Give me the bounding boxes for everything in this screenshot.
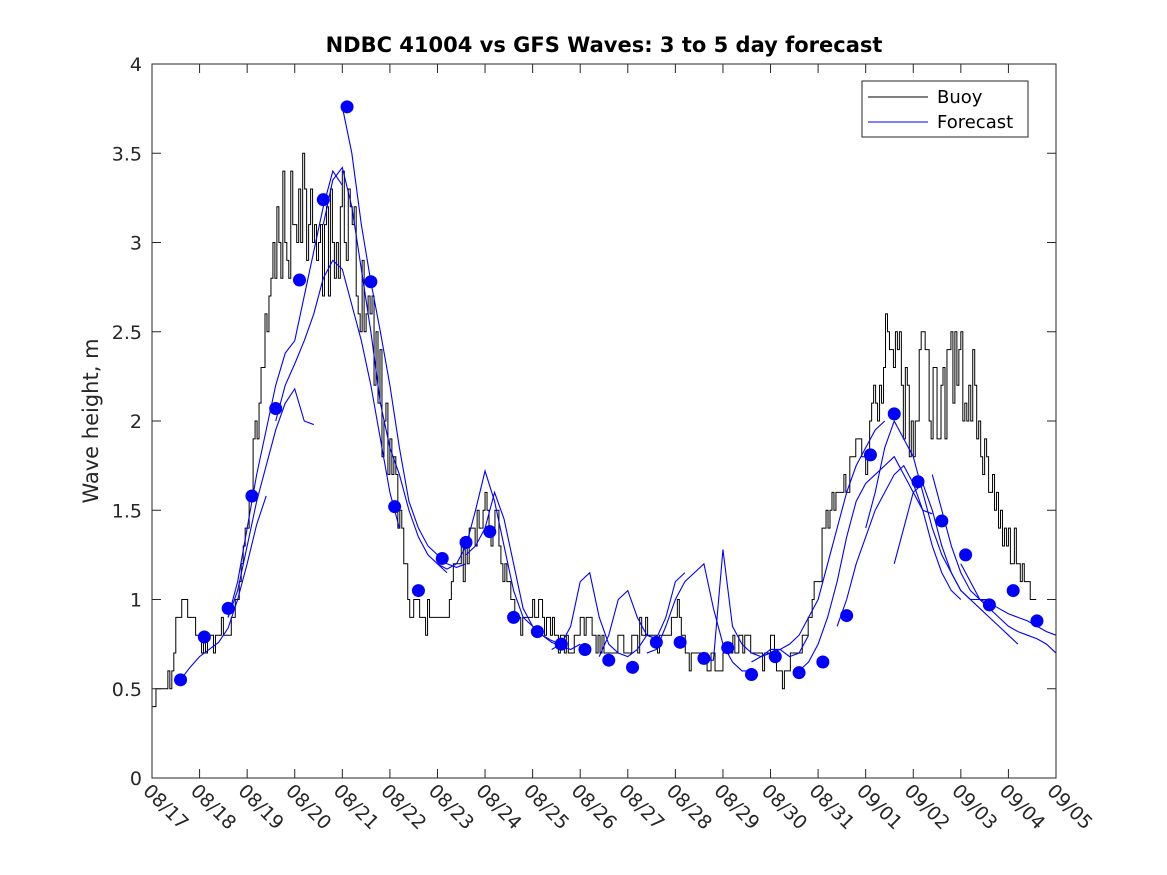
forecast-marker (364, 275, 378, 289)
forecast-marker (768, 650, 782, 664)
forecast-line-14 (798, 455, 933, 672)
forecast-marker (316, 193, 330, 207)
forecast-marker (292, 273, 306, 287)
forecast-marker (578, 642, 592, 656)
forecast-marker (245, 489, 259, 503)
forecast-marker (887, 407, 901, 421)
forecast-marker (911, 475, 925, 489)
forecast-marker (197, 630, 211, 644)
y-tick-label: 1.5 (112, 500, 142, 522)
forecast-line-3 (227, 169, 343, 618)
forecast-marker (530, 625, 544, 639)
legend: Buoy Forecast (861, 80, 1029, 138)
forecast-marker (626, 660, 640, 674)
y-tick-label: 4 (130, 54, 142, 76)
forecast-marker (792, 666, 806, 680)
forecast-line-5 (322, 166, 448, 574)
y-tick-label: 3.5 (112, 143, 142, 165)
forecast-marker (1006, 584, 1020, 598)
forecast-marker (1030, 614, 1044, 628)
forecast-line-19 (960, 563, 1057, 654)
forecast-marker (935, 514, 949, 528)
y-tick-label: 3 (130, 233, 142, 255)
forecast-marker (744, 667, 758, 681)
forecast-line-10 (598, 572, 686, 657)
y-tick-label: 0.5 (112, 679, 142, 701)
buoy-line (152, 152, 1037, 708)
forecast-marker (459, 535, 473, 549)
forecast-marker (697, 651, 711, 665)
legend-box (861, 80, 1029, 138)
forecast-marker (649, 635, 663, 649)
forecast-marker (174, 673, 188, 687)
y-tick-label: 0 (130, 768, 142, 790)
plot-area (152, 100, 1057, 708)
forecast-line-11 (646, 562, 752, 672)
forecast-line-4 (275, 259, 400, 529)
forecast-marker (863, 448, 877, 462)
forecast-line-15 (836, 464, 962, 627)
y-tick-label: 1 (130, 590, 142, 612)
forecast-line-1 (180, 495, 267, 681)
forecast-line-2 (227, 387, 314, 618)
forecast-line-9 (551, 571, 657, 658)
y-axis-label: Wave height, m (79, 338, 103, 503)
forecast-marker (340, 100, 354, 114)
forecast-marker (982, 598, 996, 612)
forecast-marker (554, 637, 568, 651)
forecast-marker (673, 635, 687, 649)
forecast-marker (507, 610, 521, 624)
forecast-marker (388, 500, 402, 514)
legend-buoy-label: Buoy (937, 87, 983, 108)
legend-forecast-label: Forecast (937, 112, 1013, 133)
forecast-marker (411, 584, 425, 598)
forecast-marker (840, 609, 854, 623)
forecast-marker (269, 402, 283, 416)
y-tick-label: 2 (130, 411, 142, 433)
forecast-marker (221, 601, 235, 615)
y-tick-label: 2.5 (112, 322, 142, 344)
forecast-marker (721, 641, 735, 655)
forecast-marker (435, 551, 449, 565)
forecast-marker (602, 653, 616, 667)
forecast-line-12 (703, 549, 810, 661)
forecast-marker (483, 525, 497, 539)
forecast-marker (816, 655, 830, 669)
chart-title: NDBC 41004 vs GFS Waves: 3 to 5 day fore… (326, 33, 883, 57)
forecast-marker (959, 548, 973, 562)
forecast-line-17 (893, 482, 1019, 645)
